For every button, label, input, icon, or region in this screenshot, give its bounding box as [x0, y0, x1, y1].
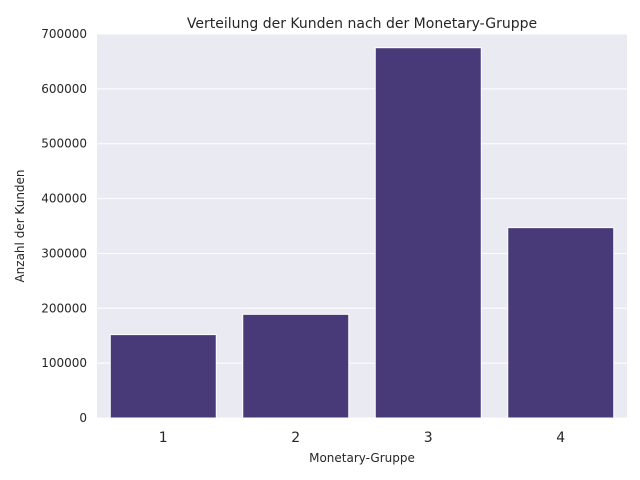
y-tick-label: 300000 — [41, 246, 87, 260]
x-axis-label: Monetary-Gruppe — [309, 451, 415, 465]
x-axis-ticks: 1 2 3 4 — [159, 430, 566, 446]
y-tick-label: 400000 — [41, 192, 87, 206]
chart-title: Verteilung der Kunden nach der Monetary-… — [187, 16, 537, 32]
x-tick-label: 4 — [556, 430, 565, 446]
y-tick-label: 500000 — [41, 137, 87, 151]
y-tick-label: 700000 — [41, 27, 87, 41]
y-tick-label: 200000 — [41, 301, 87, 315]
y-axis-ticks: 0 100000 200000 300000 400000 500000 600000 700… — [41, 27, 87, 425]
x-tick-label: 3 — [424, 430, 433, 446]
bar-1 — [109, 334, 217, 419]
y-axis-label: Anzahl der Kunden — [13, 169, 27, 282]
bar-2 — [242, 313, 350, 419]
x-tick-label: 1 — [159, 430, 168, 446]
bars — [109, 47, 615, 419]
y-tick-label: 100000 — [41, 356, 87, 370]
bar-3 — [374, 47, 482, 419]
y-tick-label: 600000 — [41, 82, 87, 96]
x-tick-label: 2 — [291, 430, 300, 446]
bar-4 — [507, 227, 615, 419]
y-tick-label: 0 — [79, 411, 87, 425]
